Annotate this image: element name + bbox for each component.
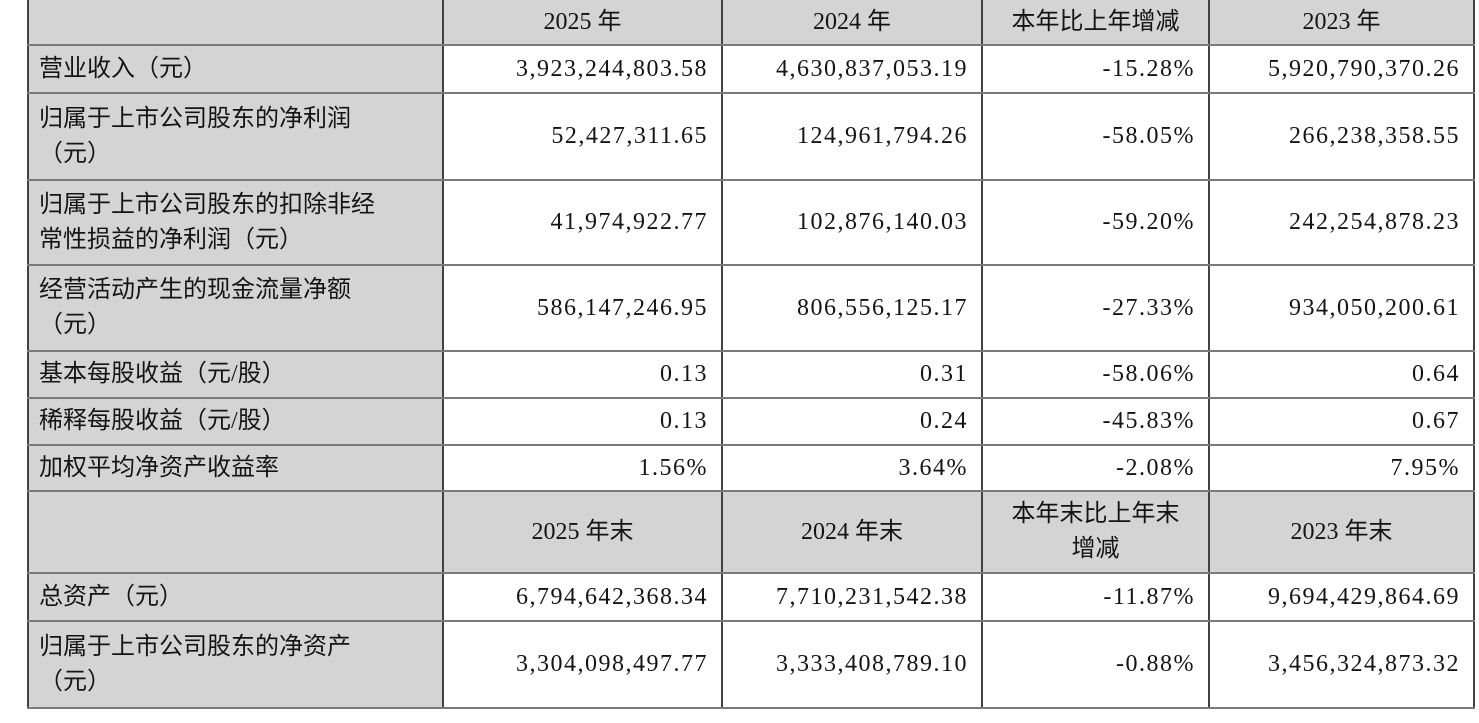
col-header-2024: 2024 年 — [721, 0, 983, 46]
table-row-diluted-eps: 稀释每股收益（元/股） 0.13 0.24 -45.83% 0.67 — [27, 397, 1475, 446]
value-2023: 7.95% — [1208, 444, 1475, 492]
value-2024: 806,556,125.17 — [721, 264, 983, 352]
value-2025: 3,923,244,803.58 — [442, 44, 723, 94]
table-row-net-profit-excl-nonrecurring: 归属于上市公司股东的扣除非经 常性损益的净利润（元） 41,974,922.77… — [27, 179, 1475, 266]
value-2024: 102,876,140.03 — [721, 179, 983, 266]
value-change: -2.08% — [981, 444, 1210, 492]
metric-label: 营业收入（元） — [27, 44, 444, 94]
col-header-2025-eop: 2025 年末 — [442, 490, 723, 574]
metric-label: 稀释每股收益（元/股） — [27, 397, 444, 446]
value-2024: 124,961,794.26 — [721, 92, 983, 181]
value-2023: 0.64 — [1208, 350, 1475, 399]
value-change: -15.28% — [981, 44, 1210, 94]
value-2024: 3.64% — [721, 444, 983, 492]
value-2025: 6,794,642,368.34 — [442, 572, 723, 622]
value-2024: 3,333,408,789.10 — [721, 620, 983, 709]
financial-summary-table: 2025 年 2024 年 本年比上年增减 2023 年 营业收入（元） 3,9… — [27, 0, 1475, 709]
value-2023: 3,456,324,873.32 — [1208, 620, 1475, 709]
header-empty-cell — [27, 0, 444, 46]
col-header-change-eop: 本年末比上年末 增减 — [981, 490, 1210, 574]
value-2025: 3,304,098,497.77 — [442, 620, 723, 709]
metric-label: 总资产（元） — [27, 572, 444, 622]
value-change: -45.83% — [981, 397, 1210, 446]
table-row-net-profit: 归属于上市公司股东的净利润 （元） 52,427,311.65 124,961,… — [27, 92, 1475, 181]
value-2024: 4,630,837,053.19 — [721, 44, 983, 94]
col-header-2023: 2023 年 — [1208, 0, 1475, 46]
value-2024: 0.24 — [721, 397, 983, 446]
value-2025: 41,974,922.77 — [442, 179, 723, 266]
table-row-basic-eps: 基本每股收益（元/股） 0.13 0.31 -58.06% 0.64 — [27, 350, 1475, 399]
value-2025: 1.56% — [442, 444, 723, 492]
value-2025: 0.13 — [442, 397, 723, 446]
col-header-2025: 2025 年 — [442, 0, 723, 46]
table-row-operating-cash-flow: 经营活动产生的现金流量净额 （元） 586,147,246.95 806,556… — [27, 264, 1475, 352]
metric-label: 经营活动产生的现金流量净额 （元） — [27, 264, 444, 352]
table-row-weighted-avg-roe: 加权平均净资产收益率 1.56% 3.64% -2.08% 7.95% — [27, 444, 1475, 492]
col-header-2023-eop: 2023 年末 — [1208, 490, 1475, 574]
value-2023: 242,254,878.23 — [1208, 179, 1475, 266]
value-2023: 266,238,358.55 — [1208, 92, 1475, 181]
col-header-2024-eop: 2024 年末 — [721, 490, 983, 574]
value-2024: 7,710,231,542.38 — [721, 572, 983, 622]
metric-label: 归属于上市公司股东的扣除非经 常性损益的净利润（元） — [27, 179, 444, 266]
value-change: -11.87% — [981, 572, 1210, 622]
value-2023: 0.67 — [1208, 397, 1475, 446]
value-change: -0.88% — [981, 620, 1210, 709]
metric-label: 归属于上市公司股东的净利润 （元） — [27, 92, 444, 181]
value-2025: 586,147,246.95 — [442, 264, 723, 352]
value-change: -59.20% — [981, 179, 1210, 266]
value-2023: 9,694,429,864.69 — [1208, 572, 1475, 622]
header-row-end-of-period: 2025 年末 2024 年末 本年末比上年末 增减 2023 年末 — [27, 490, 1475, 574]
metric-label: 归属于上市公司股东的净资产 （元） — [27, 620, 444, 709]
table-row-total-assets: 总资产（元） 6,794,642,368.34 7,710,231,542.38… — [27, 572, 1475, 622]
table-row-net-assets: 归属于上市公司股东的净资产 （元） 3,304,098,497.77 3,333… — [27, 620, 1475, 709]
metric-label: 加权平均净资产收益率 — [27, 444, 444, 492]
value-change: -27.33% — [981, 264, 1210, 352]
value-2025: 52,427,311.65 — [442, 92, 723, 181]
value-2025: 0.13 — [442, 350, 723, 399]
header-empty-cell — [27, 490, 444, 574]
value-change: -58.05% — [981, 92, 1210, 181]
header-row-annual: 2025 年 2024 年 本年比上年增减 2023 年 — [27, 0, 1475, 46]
value-change: -58.06% — [981, 350, 1210, 399]
table-row-operating-revenue: 营业收入（元） 3,923,244,803.58 4,630,837,053.1… — [27, 44, 1475, 94]
value-2023: 5,920,790,370.26 — [1208, 44, 1475, 94]
value-2023: 934,050,200.61 — [1208, 264, 1475, 352]
value-2024: 0.31 — [721, 350, 983, 399]
metric-label: 基本每股收益（元/股） — [27, 350, 444, 399]
col-header-change: 本年比上年增减 — [981, 0, 1210, 46]
